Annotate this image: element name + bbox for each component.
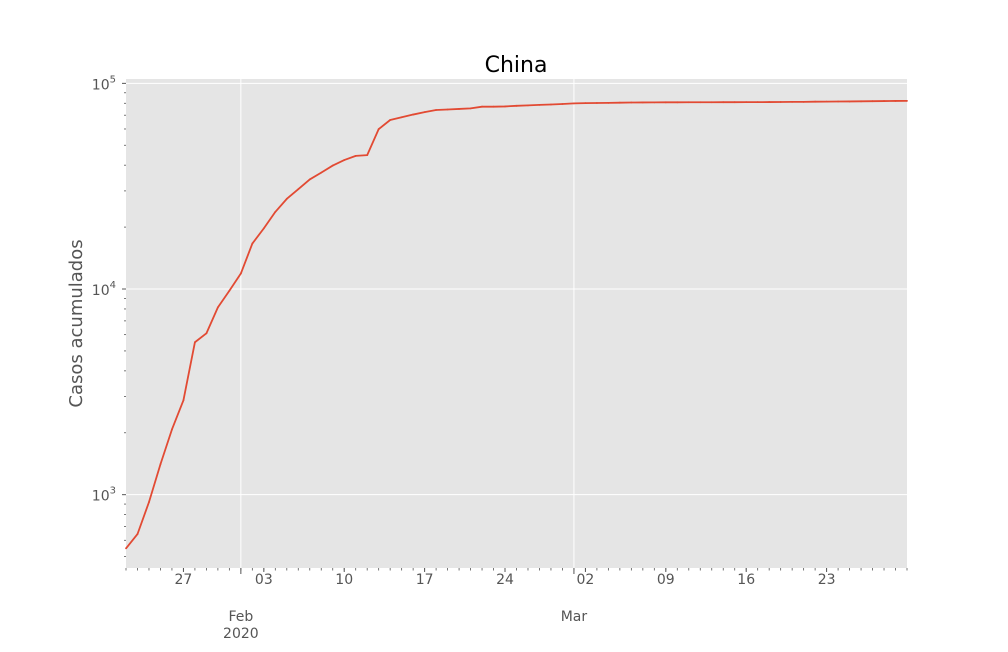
data-point <box>377 128 380 131</box>
data-point <box>779 101 782 103</box>
data-point <box>435 109 438 111</box>
data-point <box>343 159 346 161</box>
data-point <box>148 501 150 504</box>
data-point <box>366 154 369 157</box>
x-tick-label: 09 <box>657 572 675 588</box>
x-tick-label: 24 <box>496 572 514 588</box>
data-point <box>446 108 449 111</box>
y-tick-label: 104 <box>92 280 116 299</box>
data-point <box>504 105 506 108</box>
data-point <box>664 101 667 104</box>
x-month-label: Feb <box>228 609 253 625</box>
x-tick-label: 17 <box>416 572 434 588</box>
x-tick-label: 02 <box>576 572 594 588</box>
data-point <box>527 104 529 107</box>
data-point <box>171 428 173 431</box>
data-point <box>687 101 690 104</box>
data-point <box>354 155 357 157</box>
data-point <box>837 100 839 103</box>
data-point <box>814 100 817 103</box>
data-point <box>320 171 323 174</box>
data-point <box>894 100 897 102</box>
data-point <box>848 100 851 103</box>
data-point <box>641 101 644 104</box>
data-point <box>274 211 277 213</box>
data-point <box>825 100 828 103</box>
data-point <box>573 102 575 105</box>
data-point <box>618 101 621 104</box>
data-point <box>699 101 702 104</box>
data-point <box>515 104 518 107</box>
x-tick-label: 16 <box>737 572 755 588</box>
data-point <box>733 101 736 104</box>
data-point <box>297 188 300 191</box>
data-point <box>308 178 311 181</box>
data-point <box>458 108 460 110</box>
x-tick-label: 23 <box>818 572 836 588</box>
x-tick-label: 27 <box>175 572 193 588</box>
data-point <box>239 272 242 275</box>
data-point <box>159 463 162 466</box>
data-point <box>251 242 254 245</box>
grid-lines <box>126 79 907 568</box>
x-tick-label: 10 <box>335 572 353 588</box>
data-point <box>791 101 794 103</box>
data-point <box>745 101 748 104</box>
data-point <box>492 105 495 108</box>
data-point <box>228 289 231 292</box>
data-point <box>389 119 392 121</box>
series-layer <box>125 99 908 550</box>
data-point <box>481 105 483 108</box>
x-month-label: Mar <box>561 609 588 625</box>
y-tick-label: 105 <box>92 74 116 93</box>
data-point <box>205 332 208 335</box>
y-tick-exponent: 4 <box>110 280 116 291</box>
x-tick-label: 03 <box>255 572 273 588</box>
data-point <box>262 227 265 230</box>
data-point <box>653 101 656 104</box>
y-tick-exponent: 3 <box>110 486 116 497</box>
data-point <box>216 306 219 309</box>
data-point <box>883 100 885 102</box>
x-year-label: 2020 <box>223 626 259 642</box>
data-point <box>802 100 805 103</box>
data-point <box>194 341 196 344</box>
data-point <box>550 103 552 106</box>
data-point <box>676 101 679 104</box>
data-point <box>584 102 587 105</box>
data-point <box>607 101 610 104</box>
data-point <box>412 113 415 116</box>
plot-area <box>126 79 907 568</box>
data-point <box>722 101 725 104</box>
data-point <box>561 103 564 105</box>
data-point <box>331 164 334 167</box>
data-point <box>756 101 759 104</box>
data-point <box>136 533 139 536</box>
data-point <box>469 107 472 110</box>
data-point <box>710 101 713 104</box>
data-point <box>182 399 185 402</box>
data-point <box>125 547 127 550</box>
data-point <box>860 100 862 103</box>
y-tick-label: 103 <box>92 486 116 505</box>
data-point <box>768 101 771 103</box>
data-point <box>630 101 633 104</box>
data-point <box>400 116 403 119</box>
data-point <box>423 111 426 114</box>
chart-title: China <box>485 53 548 78</box>
y-axis-ticks: 103 104 105 <box>92 74 126 557</box>
data-point <box>595 102 598 104</box>
data-point <box>285 197 288 200</box>
y-tick-exponent: 5 <box>110 74 116 85</box>
data-point <box>871 100 874 103</box>
data-point <box>906 99 908 102</box>
y-axis-label: Casos acumulados <box>66 239 87 407</box>
data-point <box>538 103 541 106</box>
